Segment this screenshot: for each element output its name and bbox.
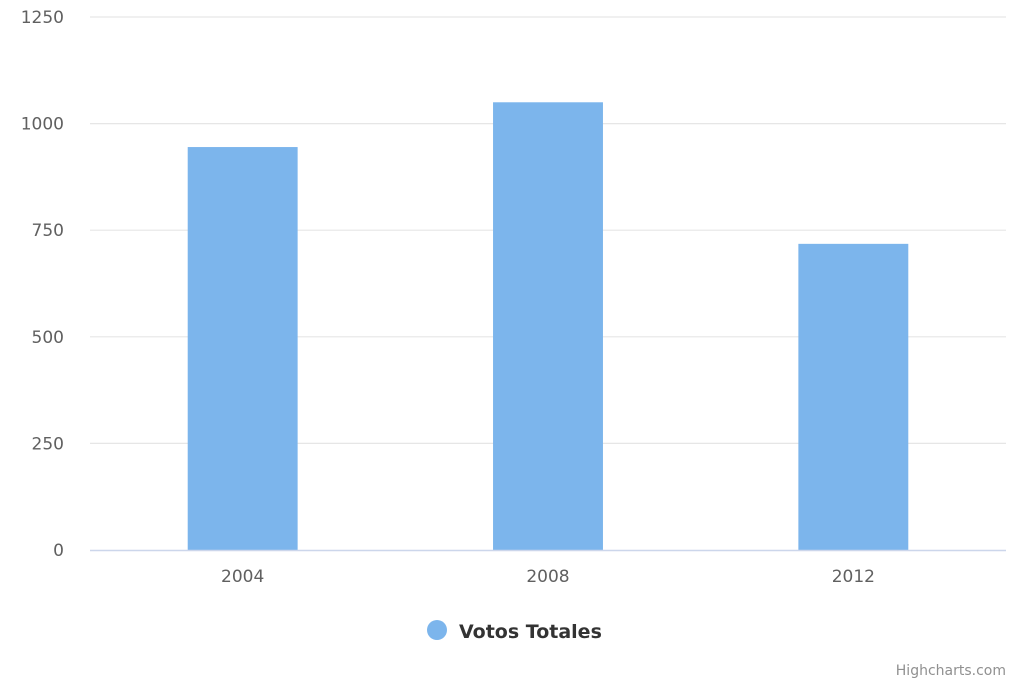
bar-2008[interactable] [493,102,603,550]
legend[interactable]: Votos Totales [427,620,602,643]
x-axis-labels: 2004 2008 2012 [221,567,875,587]
legend-label[interactable]: Votos Totales [459,621,602,643]
legend-symbol-icon[interactable] [427,620,447,640]
y-tick-label: 1250 [21,8,64,28]
y-tick-label: 1000 [21,115,64,135]
x-tick-label: 2004 [221,567,264,587]
y-axis-labels: 0 250 500 750 1000 1250 [21,8,64,561]
bar-2004[interactable] [187,147,298,550]
x-tick-label: 2012 [832,567,875,587]
bar-2012[interactable] [798,243,909,551]
credits-link[interactable]: Highcharts.com [896,663,1006,679]
y-tick-label: 750 [32,221,64,241]
bars [187,102,909,551]
y-tick-label: 500 [32,328,64,348]
x-tick-label: 2008 [526,567,569,587]
y-tick-label: 250 [32,434,64,454]
y-tick-label: 0 [53,541,64,561]
